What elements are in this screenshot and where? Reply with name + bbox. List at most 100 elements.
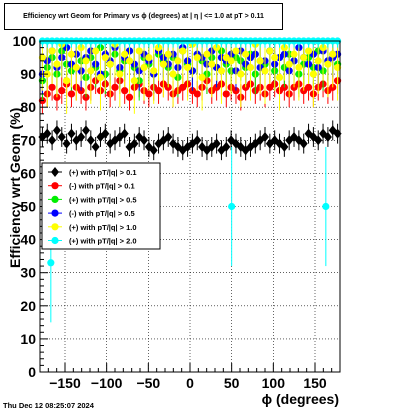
data-point [261,131,269,142]
chart-title: Efficiency wrt Geom for Primary vs ϕ (de… [23,13,264,20]
data-point [295,63,303,72]
data-point [329,50,337,58]
legend-marker [51,167,59,177]
y-tick-label: 10 [20,331,36,347]
axes: 0 10 20 30 40 50 60 70 80 90 100 −150 −100 −50 0 50 100 1… [13,33,333,391]
data-point [67,90,76,98]
data-point [164,50,172,58]
x-tick-label: 100 [262,375,286,391]
x-tick-label: −150 [49,375,81,391]
data-point [183,63,192,72]
data-point [121,87,129,95]
data-point [280,44,288,52]
data-point [63,77,71,85]
y-tick-label: 40 [20,232,36,248]
data-point [169,70,177,78]
legend-label: (+) with pT/|q| > 0.5 [69,195,137,204]
data-point [319,44,327,52]
legend-label: (+) with pT/|q| > 0.1 [69,168,137,177]
chart-title-box: Efficiency wrt Geom for Primary vs ϕ (de… [4,3,283,30]
y-tick-label: 100 [13,33,37,49]
legend: (+) with pT/|q| > 0.1 (-) with pT/|q| > 0… [41,162,161,250]
y-axis-title: Efficiency wrt Geom (%) [7,108,23,268]
data-point [280,141,289,152]
data-point [81,125,90,136]
data-point [38,53,47,62]
data-point [145,90,153,98]
y-tick-label: 60 [20,165,36,181]
data-point [164,131,173,142]
data-point [72,63,80,72]
data-point [121,50,129,58]
data-point [227,57,235,65]
data-point [116,70,124,78]
legend-label: (+) with pT/|q| > 1.0 [69,223,137,232]
data-point [299,138,308,149]
data-point [77,131,86,142]
data-point [322,202,330,211]
data-point [135,47,143,55]
data-point [53,60,61,68]
data-point [217,67,226,75]
data-point [48,47,56,55]
data-point [57,131,66,142]
data-point [48,83,56,91]
data-point [58,87,66,95]
data-point [323,131,332,142]
data-point [130,77,138,85]
y-tick-label: 50 [20,199,36,215]
data-point [246,63,255,72]
legend-label: (-) with pT/|q| > 0.5 [69,209,135,218]
data-point [285,60,293,68]
data-point [154,44,163,52]
data-point [333,63,342,72]
data-point [101,53,109,62]
data-point [145,53,153,62]
data-point [256,57,264,65]
data-point [174,57,182,65]
data-point [193,135,202,146]
data-point [222,141,231,152]
data-point [193,90,201,98]
y-tick-label: 0 [28,364,36,380]
legend-marker [51,209,59,217]
y-tick-label: 80 [20,99,36,115]
data-point [304,47,313,55]
data-point [198,73,206,82]
data-point [62,138,71,149]
data-point [304,83,313,91]
data-point [154,87,163,95]
data-point [120,128,129,139]
data-point [43,128,52,139]
data-point [228,202,236,211]
x-tick-label: −100 [91,375,123,391]
legend-marker [51,195,59,203]
data-point [86,135,95,146]
data-point [82,57,90,65]
data-point [290,50,298,58]
data-point [203,50,211,58]
x-tick-label: 150 [303,375,327,391]
x-tick-label: −50 [136,375,160,391]
data-point [67,128,76,139]
data-point [92,47,100,55]
data-point [125,93,134,101]
data-point [77,44,85,52]
legend-box [41,162,161,250]
data-point [96,73,105,82]
data-point [140,63,148,72]
x-axis-title: ϕ (degrees) [262,391,339,407]
data-point [266,47,274,55]
y-tick-label: 70 [20,132,36,148]
legend-marker [51,223,59,231]
data-point [91,141,100,152]
data-point [275,73,284,82]
data-point [48,135,57,146]
legend-label: (+) with pT/|q| > 2.0 [69,237,137,246]
data-point [309,70,317,78]
data-point [213,44,221,52]
legend-label: (-) with pT/|q| > 0.1 [69,182,135,191]
data-point [87,67,95,75]
data-point [261,67,269,75]
